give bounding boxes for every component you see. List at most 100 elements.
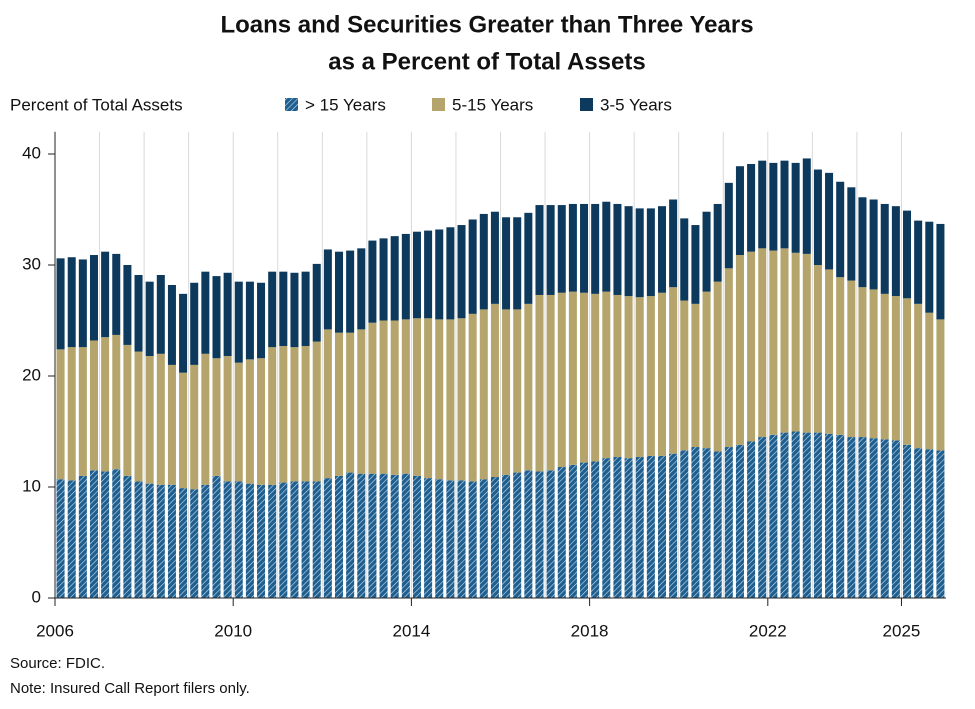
bar-segment — [568, 203, 577, 292]
bar-segment — [680, 300, 689, 451]
bar-segment — [468, 481, 477, 598]
bar-segment — [334, 251, 344, 333]
bar-segment — [869, 289, 878, 439]
bar-segment — [167, 484, 176, 598]
bar-segment — [891, 206, 900, 297]
x-tick-label: 2025 — [883, 621, 921, 640]
bar-segment — [513, 309, 522, 473]
bar-segment — [624, 296, 633, 459]
bar-segment — [401, 473, 410, 598]
bar-segment — [156, 484, 165, 598]
bar-segment — [869, 438, 878, 598]
bar-segment — [903, 444, 912, 598]
bar-segment — [891, 296, 900, 441]
bar-segment — [490, 211, 499, 304]
bar-segment — [502, 309, 511, 475]
bar-segment — [323, 329, 332, 479]
bar-segment — [858, 197, 867, 288]
bar-segment — [234, 481, 243, 598]
bar-segment — [89, 470, 98, 598]
bar-segment — [613, 294, 622, 458]
bar-segment — [346, 472, 355, 598]
bar-segment — [212, 475, 221, 598]
bar-segment — [290, 481, 299, 598]
bar-segment — [390, 320, 399, 475]
bar-segment — [156, 353, 165, 485]
bar-segment — [268, 347, 277, 485]
legend-swatch — [285, 98, 298, 111]
bar-segment — [903, 210, 912, 299]
bar-segment — [624, 458, 633, 598]
bar-segment — [813, 265, 822, 433]
bar-segment — [312, 481, 321, 598]
bar-segment — [412, 318, 421, 476]
y-tick-label: 40 — [22, 143, 41, 162]
bar-segment — [457, 318, 466, 481]
bar-segment — [190, 489, 199, 598]
bar-segment — [379, 238, 388, 321]
bar-segment — [669, 453, 678, 598]
bar-segment — [502, 474, 511, 598]
bar-segment — [535, 294, 544, 472]
bar-segment — [301, 271, 310, 347]
bar-segment — [936, 450, 945, 598]
bar-segment — [524, 212, 533, 304]
bar-segment — [580, 203, 589, 293]
bar-segment — [479, 309, 488, 480]
bar-segment — [190, 282, 199, 365]
bar-segment — [925, 221, 934, 313]
bar-segment — [312, 263, 321, 342]
bar-segment — [513, 472, 522, 598]
bar-segment — [735, 255, 744, 445]
bar-segment — [602, 201, 611, 292]
bar-segment — [223, 272, 232, 357]
bar-segment — [390, 236, 399, 321]
bar-segment — [134, 274, 143, 352]
bar-segment — [412, 231, 421, 319]
bar-segment — [880, 293, 889, 440]
bar-segment — [602, 458, 611, 598]
legend-swatch — [432, 98, 445, 111]
bar-segment — [646, 455, 655, 598]
bar-segment — [357, 329, 366, 474]
bar-segment — [657, 206, 667, 293]
bar-segment — [925, 312, 934, 450]
bar-segment — [825, 433, 834, 598]
bar-segment — [769, 434, 778, 598]
bar-segment — [490, 477, 499, 598]
legend-label: 3-5 Years — [600, 95, 672, 114]
bar-segment — [279, 346, 288, 483]
chart-title: Loans and Securities Greater than Three … — [220, 11, 753, 38]
bar-segment — [201, 271, 210, 354]
bar-segment — [758, 437, 767, 598]
bar-segment — [346, 250, 355, 333]
bar-segment — [936, 223, 945, 320]
bar-segment — [357, 248, 366, 330]
source-note: Source: FDIC. — [10, 655, 105, 672]
bar-segment — [747, 163, 756, 252]
bar-segment — [89, 340, 98, 471]
bar-segment — [67, 347, 76, 481]
bar-segment — [212, 276, 221, 359]
bar-segment — [591, 293, 600, 462]
bar-segment — [167, 284, 176, 365]
bar-segment — [691, 225, 700, 304]
bar-segment — [179, 372, 188, 489]
bar-segment — [179, 488, 188, 598]
bar-segment — [156, 274, 165, 354]
bar-segment — [524, 303, 533, 471]
bar-segment — [446, 319, 455, 481]
bar-segment — [212, 358, 221, 476]
bar-segment — [257, 358, 266, 485]
bar-segment — [802, 158, 811, 254]
bar-segment — [546, 205, 555, 295]
bar-segment — [713, 203, 722, 282]
bar-segment — [290, 272, 299, 348]
bar-segment — [791, 252, 800, 432]
bar-segment — [546, 470, 555, 598]
bar-segment — [446, 480, 455, 598]
bar-segment — [56, 479, 65, 598]
bar-segment — [123, 475, 132, 598]
bar-segment — [290, 347, 299, 482]
bar-segment — [657, 455, 667, 598]
